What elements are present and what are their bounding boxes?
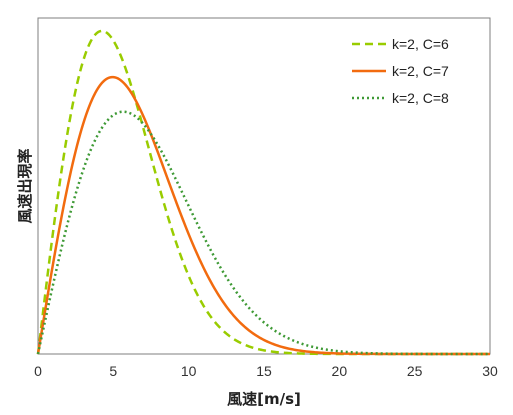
x-tick-label: 25 [407,363,423,379]
series-layer [36,29,490,356]
series-line-3 [36,110,490,356]
x-tick-label: 20 [332,363,348,379]
x-tick-label: 5 [109,363,117,379]
legend-label-3: k=2, C=8 [392,90,449,106]
y-axis-title: 風速出現率 [16,148,34,223]
series-line-2 [36,75,490,356]
legend-label-2: k=2, C=7 [392,63,449,79]
legend: k=2, C=6 k=2, C=7 k=2, C=8 [352,36,449,106]
x-tick-label: 0 [34,363,42,379]
x-tick-label: 30 [482,363,498,379]
x-tick-labels: 0 5 10 15 20 25 30 [34,363,498,379]
legend-label-1: k=2, C=6 [392,36,449,52]
x-tick-label: 15 [256,363,272,379]
plot-area-frame [37,17,491,355]
x-axis-title: 風速[m/s] [227,390,301,408]
x-tick-label: 10 [181,363,197,379]
